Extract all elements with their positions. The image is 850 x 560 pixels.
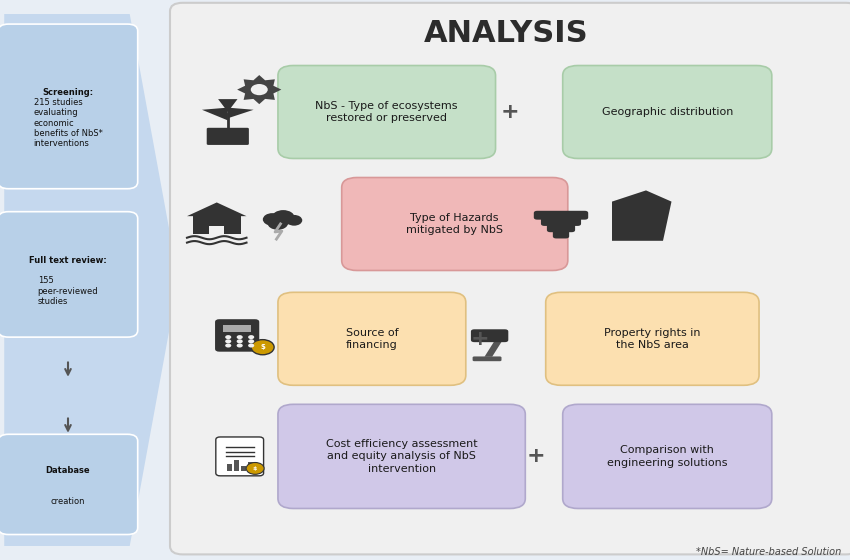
Text: *NbS= Nature-based Solution: *NbS= Nature-based Solution	[696, 547, 842, 557]
FancyBboxPatch shape	[234, 460, 239, 471]
Circle shape	[236, 339, 243, 343]
FancyBboxPatch shape	[563, 404, 772, 508]
FancyBboxPatch shape	[0, 24, 138, 189]
Polygon shape	[228, 108, 253, 118]
FancyBboxPatch shape	[215, 319, 259, 352]
Polygon shape	[4, 14, 178, 546]
Polygon shape	[187, 203, 246, 216]
Circle shape	[236, 335, 243, 339]
Circle shape	[272, 210, 295, 225]
FancyBboxPatch shape	[563, 66, 772, 158]
Circle shape	[251, 339, 274, 355]
Polygon shape	[218, 99, 237, 112]
Text: +: +	[471, 329, 490, 349]
FancyBboxPatch shape	[342, 178, 568, 270]
Text: 215 studies
evaluating
economic
benefits of NbS*
interventions: 215 studies evaluating economic benefits…	[33, 98, 103, 148]
Polygon shape	[237, 75, 281, 104]
Text: Comparison with
engineering solutions: Comparison with engineering solutions	[607, 445, 728, 468]
FancyBboxPatch shape	[241, 466, 246, 471]
FancyBboxPatch shape	[170, 3, 850, 554]
FancyBboxPatch shape	[0, 435, 138, 534]
Polygon shape	[484, 337, 505, 357]
Text: creation: creation	[51, 497, 85, 506]
Text: $: $	[253, 466, 258, 471]
FancyBboxPatch shape	[207, 128, 249, 145]
Text: ANALYSIS: ANALYSIS	[423, 19, 588, 48]
Circle shape	[225, 335, 231, 339]
FancyBboxPatch shape	[546, 292, 759, 385]
FancyBboxPatch shape	[278, 404, 525, 508]
FancyBboxPatch shape	[278, 292, 466, 385]
Circle shape	[248, 339, 254, 343]
Text: Property rights in
the NbS area: Property rights in the NbS area	[604, 328, 700, 350]
Circle shape	[248, 343, 254, 348]
Text: 155
peer-reviewed
studies: 155 peer-reviewed studies	[37, 276, 99, 306]
FancyBboxPatch shape	[216, 437, 264, 476]
Text: Screening:: Screening:	[42, 88, 94, 97]
Text: +: +	[501, 102, 519, 122]
Circle shape	[263, 213, 282, 226]
FancyBboxPatch shape	[534, 211, 588, 220]
FancyBboxPatch shape	[278, 66, 496, 158]
Polygon shape	[202, 108, 228, 120]
Circle shape	[246, 463, 264, 474]
FancyBboxPatch shape	[223, 324, 251, 332]
Text: Database: Database	[46, 466, 90, 475]
Circle shape	[248, 335, 254, 339]
Circle shape	[225, 339, 231, 343]
Text: Full text review:: Full text review:	[29, 256, 107, 265]
Text: NbS - Type of ecosystems
restored or preserved: NbS - Type of ecosystems restored or pre…	[315, 101, 458, 123]
FancyBboxPatch shape	[471, 329, 508, 342]
Circle shape	[268, 216, 288, 230]
FancyBboxPatch shape	[209, 226, 224, 234]
Text: Geographic distribution: Geographic distribution	[602, 107, 733, 117]
Text: $: $	[260, 344, 265, 350]
Text: +: +	[526, 446, 545, 466]
FancyBboxPatch shape	[248, 462, 253, 471]
FancyBboxPatch shape	[547, 223, 575, 232]
FancyBboxPatch shape	[0, 212, 138, 337]
Text: Source of
financing: Source of financing	[346, 328, 398, 350]
Text: Type of Hazards
mitigated by NbS: Type of Hazards mitigated by NbS	[406, 213, 503, 235]
FancyBboxPatch shape	[552, 230, 570, 239]
Circle shape	[236, 343, 243, 348]
Polygon shape	[612, 190, 672, 241]
Circle shape	[286, 215, 303, 226]
FancyBboxPatch shape	[473, 357, 501, 361]
Circle shape	[251, 84, 268, 95]
FancyBboxPatch shape	[541, 217, 581, 226]
Circle shape	[225, 343, 231, 348]
FancyBboxPatch shape	[193, 216, 241, 234]
FancyBboxPatch shape	[227, 464, 232, 471]
Text: Cost efficiency assessment
and equity analysis of NbS
intervention: Cost efficiency assessment and equity an…	[326, 439, 478, 474]
